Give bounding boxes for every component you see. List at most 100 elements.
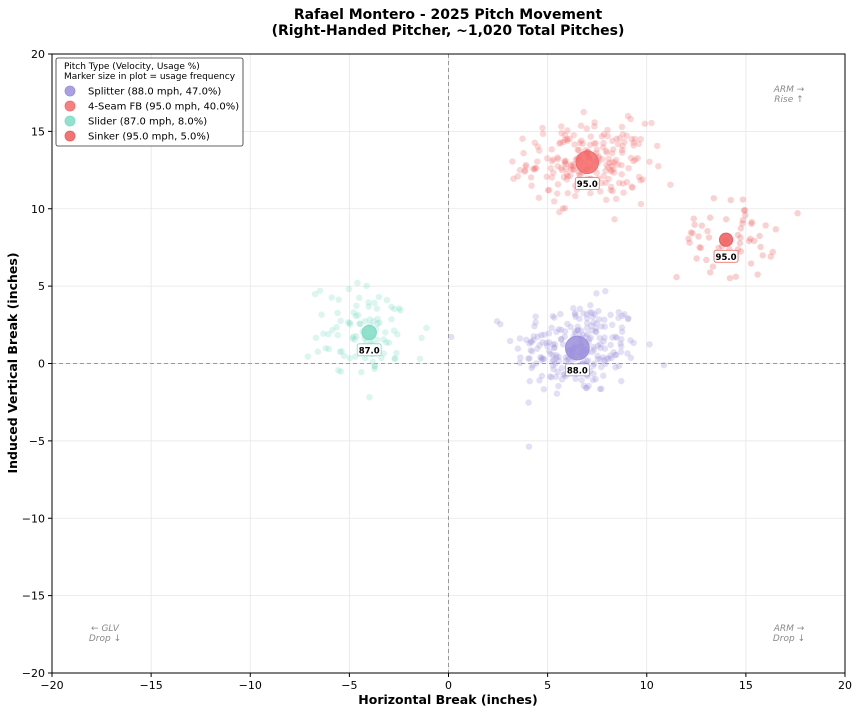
series-center-point <box>361 324 377 341</box>
scatter-point <box>611 216 618 223</box>
scatter-point <box>525 443 533 450</box>
scatter-point <box>632 156 639 163</box>
scatter-point <box>532 313 539 320</box>
scatter-point <box>553 328 560 336</box>
scatter-point <box>612 195 620 203</box>
scatter-point <box>527 338 535 345</box>
scatter-point <box>580 382 588 389</box>
scatter-point <box>531 166 538 173</box>
scatter-point <box>612 333 619 340</box>
scatter-point <box>794 210 801 217</box>
scatter-point <box>619 142 626 150</box>
y-tick-label: −20 <box>22 667 45 680</box>
scatter-point <box>388 303 395 311</box>
scatter-point <box>619 180 627 187</box>
chart-title-line-2: (Right-Handed Pitcher, ~1,020 Total Pitc… <box>272 23 625 39</box>
scatter-point <box>610 166 617 173</box>
scatter-point <box>741 207 749 214</box>
scatter-point <box>346 354 354 362</box>
scatter-point <box>544 187 552 194</box>
scatter-point <box>571 309 579 317</box>
scatter-point <box>376 319 383 327</box>
scatter-point <box>601 323 608 330</box>
scatter-point <box>564 190 571 197</box>
scatter-point <box>526 340 533 347</box>
y-tick-label: 0 <box>38 358 45 371</box>
scatter-point <box>555 326 563 333</box>
scatter-point <box>574 323 581 330</box>
scatter-point <box>616 135 623 142</box>
scatter-point <box>655 163 662 170</box>
scatter-point <box>320 330 327 337</box>
scatter-point <box>564 320 571 328</box>
scatter-point <box>557 336 565 343</box>
scatter-point <box>597 344 604 352</box>
scatter-point <box>594 342 602 349</box>
scatter-point <box>538 354 545 361</box>
scatter-point <box>586 309 594 316</box>
scatter-point <box>544 342 551 350</box>
scatter-point <box>697 244 705 252</box>
scatter-point <box>333 324 340 331</box>
scatter-point <box>532 319 539 326</box>
scatter-point <box>574 327 581 334</box>
scatter-point <box>534 158 541 165</box>
scatter-point <box>583 125 590 132</box>
scatter-point <box>583 358 590 365</box>
scatter-point <box>533 345 541 352</box>
scatter-point <box>576 171 583 178</box>
scatter-point <box>748 218 756 226</box>
scatter-point <box>548 374 555 381</box>
scatter-point <box>558 166 566 174</box>
scatter-point <box>605 164 612 171</box>
scatter-point <box>696 244 703 251</box>
scatter-point <box>558 326 565 334</box>
scatter-point <box>354 279 361 287</box>
scatter-point <box>686 239 693 246</box>
scatter-point <box>618 324 626 331</box>
scatter-point <box>564 137 571 145</box>
scatter-point <box>551 341 559 348</box>
scatter-point <box>614 161 622 168</box>
scatter-point <box>564 127 571 134</box>
scatter-point <box>578 376 585 384</box>
scatter-point <box>369 358 377 365</box>
scatter-point <box>637 200 645 208</box>
velocity-label: 88.0 <box>567 366 588 376</box>
scatter-point <box>601 357 608 364</box>
scatter-point <box>552 360 559 367</box>
scatter-point <box>617 348 625 356</box>
scatter-point <box>397 307 404 314</box>
scatter-point <box>613 351 620 359</box>
scatter-point <box>531 139 538 146</box>
velocity-labels: 88.0 95.0 87.0 95.0 <box>356 177 739 376</box>
legend-box <box>55 57 244 147</box>
scatter-point <box>580 310 587 317</box>
scatter-point <box>630 139 637 146</box>
velocity-label-box <box>574 177 600 190</box>
scatter-point <box>574 146 581 154</box>
scatter-point <box>590 140 598 147</box>
scatter-point <box>628 183 636 190</box>
scatter-point <box>329 326 336 334</box>
y-tick-label: −15 <box>22 590 45 603</box>
y-tick-label: 20 <box>31 48 45 61</box>
scatter-point <box>598 179 605 187</box>
scatter-point <box>737 234 744 241</box>
scatter-point <box>572 313 579 320</box>
scatter-point <box>337 317 344 325</box>
scatter-point <box>545 330 553 337</box>
scatter-point <box>734 231 742 239</box>
scatter-point <box>594 355 601 363</box>
scatter-point <box>346 321 354 328</box>
scatter-point <box>698 222 706 229</box>
scatter-point <box>335 367 342 374</box>
scatter-point <box>563 135 571 143</box>
scatter-point <box>623 132 630 139</box>
scatter-point <box>739 220 746 227</box>
scatter-point <box>522 161 530 169</box>
velocity-label-box <box>713 249 739 263</box>
scatter-point <box>550 198 558 205</box>
scatter-point <box>538 356 545 363</box>
scatter-point <box>559 205 567 212</box>
